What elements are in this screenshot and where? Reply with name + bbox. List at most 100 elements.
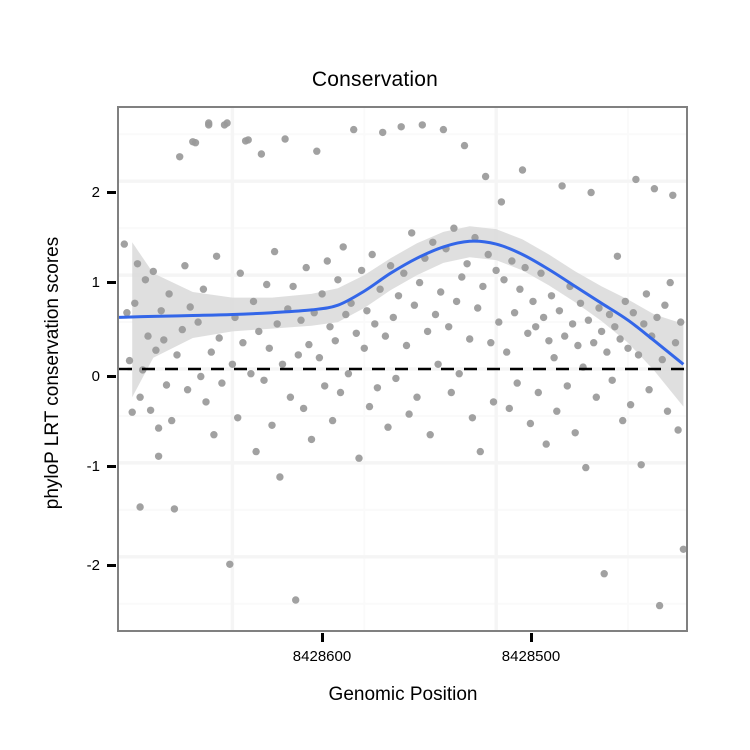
data-point (479, 282, 487, 291)
data-point (247, 370, 255, 378)
data-point (123, 309, 131, 317)
data-point (650, 185, 659, 193)
data-point (326, 323, 334, 331)
data-point (539, 313, 548, 322)
data-point (315, 354, 324, 362)
data-point (592, 393, 600, 401)
plot-canvas (119, 108, 686, 630)
data-point (492, 266, 500, 275)
data-point (281, 135, 289, 143)
x-tick-label-8428500: 8428500 (501, 648, 561, 665)
data-point (629, 309, 637, 317)
data-point (228, 360, 237, 368)
data-point (344, 370, 353, 378)
data-point (210, 431, 218, 439)
data-point (363, 307, 371, 315)
data-point (183, 386, 192, 394)
data-point (397, 123, 405, 131)
x-tick-mark-8428600 (321, 633, 324, 642)
data-point (571, 429, 579, 437)
data-point (226, 560, 234, 568)
data-point (394, 292, 403, 300)
data-point (471, 233, 479, 242)
data-point (384, 423, 392, 431)
data-point (526, 419, 535, 428)
data-point (655, 601, 664, 610)
data-point (568, 320, 577, 328)
data-point (463, 260, 471, 268)
x-axis-title: Genomic Position (328, 684, 478, 705)
data-point (455, 370, 463, 378)
data-point (257, 150, 266, 158)
data-point (608, 376, 616, 384)
data-point (532, 323, 540, 331)
data-point (553, 407, 561, 415)
data-point (141, 276, 150, 284)
data-point (173, 351, 181, 359)
plot-panel (117, 106, 688, 632)
data-point (131, 299, 139, 307)
data-point (252, 447, 260, 456)
data-point (537, 269, 545, 277)
data-point (642, 290, 651, 298)
data-point (619, 416, 627, 425)
data-point (146, 406, 155, 414)
data-point (484, 250, 492, 259)
data-point (194, 318, 202, 326)
data-point (297, 316, 305, 324)
data-point (236, 269, 244, 277)
data-point (128, 408, 136, 416)
data-point (176, 153, 184, 161)
data-point (429, 238, 437, 246)
data-point (268, 421, 276, 429)
data-point (408, 229, 416, 237)
data-point (634, 351, 643, 359)
data-point (239, 339, 247, 347)
data-point (584, 316, 593, 324)
data-point (392, 374, 400, 383)
y-tick-mark-0 (107, 375, 116, 378)
data-point (632, 175, 640, 184)
x-tick-mark-8428500 (530, 633, 533, 642)
data-point (661, 301, 669, 309)
data-point (165, 290, 173, 298)
data-point (595, 304, 603, 312)
data-point (313, 147, 321, 155)
data-point (500, 276, 508, 284)
data-point (162, 381, 171, 389)
data-point (663, 407, 672, 415)
data-point (460, 141, 469, 150)
y-tick-label-neg2: -2 (86, 557, 100, 574)
data-point (626, 401, 635, 409)
y-tick-label-1: 1 (91, 274, 100, 291)
data-point (289, 282, 297, 291)
data-point (524, 329, 532, 337)
data-point (505, 404, 513, 413)
y-tick-mark-neg1 (107, 465, 116, 468)
data-point (658, 355, 666, 364)
data-point (529, 297, 537, 306)
data-point (547, 292, 556, 300)
data-point (489, 398, 498, 406)
data-point (178, 325, 186, 334)
data-point (563, 382, 571, 390)
data-point (386, 262, 395, 270)
data-point (355, 454, 363, 462)
data-point (302, 263, 310, 272)
data-point (555, 307, 564, 315)
data-point (426, 431, 434, 439)
y-tick-label-2: 2 (91, 184, 100, 201)
data-point (136, 503, 144, 511)
data-point (603, 348, 611, 356)
data-point (168, 416, 176, 425)
data-point (307, 435, 316, 444)
data-point (154, 452, 163, 460)
data-point (133, 260, 142, 268)
data-point (503, 348, 511, 356)
data-point (197, 372, 205, 381)
data-point (125, 356, 134, 365)
data-point (223, 119, 231, 127)
data-point (152, 346, 160, 354)
data-point (207, 348, 215, 356)
